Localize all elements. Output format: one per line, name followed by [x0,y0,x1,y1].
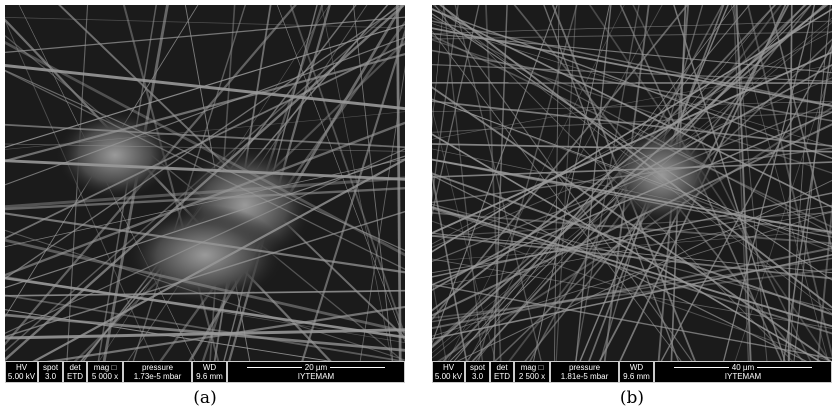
scale-row: 40 µm [674,363,812,372]
info-header: spot [43,363,58,372]
info-header: mag □ [521,363,544,372]
info-value: 3.0 [472,372,483,381]
info-header: det [496,363,507,372]
info-value: 5 000 x [92,372,118,381]
info-header: WD [630,363,643,372]
info-header: pressure [142,363,173,372]
micrograph [5,5,405,361]
info-header: spot [470,363,485,372]
scale-label: 20 µm [305,363,327,372]
info-header: HV [443,363,454,372]
scale-column: 20 µmIYTEMAM [227,361,405,383]
scale-label: 40 µm [732,363,754,372]
info-header: mag □ [94,363,117,372]
caption: (b) [432,388,832,408]
micrograph [432,5,832,361]
scale-line [674,367,729,368]
info-value: 5.00 kV [8,372,35,381]
info-value: ETD [67,372,83,381]
scale-row: 20 µm [247,363,385,372]
figure: HV5.00 kVspot3.0detETDmag □5 000 xpressu… [0,0,837,415]
info-value: 9.6 mm [623,372,650,381]
info-header: HV [16,363,27,372]
facility: IYTEMAM [725,372,761,381]
info-value: 5.00 kV [435,372,462,381]
info-value: 1.81e-5 mbar [561,372,609,381]
info-column: mag □2 500 x [514,361,550,383]
info-column: mag □5 000 x [87,361,123,383]
info-value: 9.6 mm [196,372,223,381]
info-column: WD9.6 mm [192,361,227,383]
scale-line [330,367,385,368]
info-header: WD [203,363,216,372]
info-value: 3.0 [45,372,56,381]
info-header: det [69,363,80,372]
info-value: ETD [494,372,510,381]
info-header: pressure [569,363,600,372]
scale-line [757,367,812,368]
caption: (a) [5,388,405,408]
info-value: 1.73e-5 mbar [134,372,182,381]
info-value: 2 500 x [519,372,545,381]
scale-line [247,367,302,368]
facility: IYTEMAM [298,372,334,381]
